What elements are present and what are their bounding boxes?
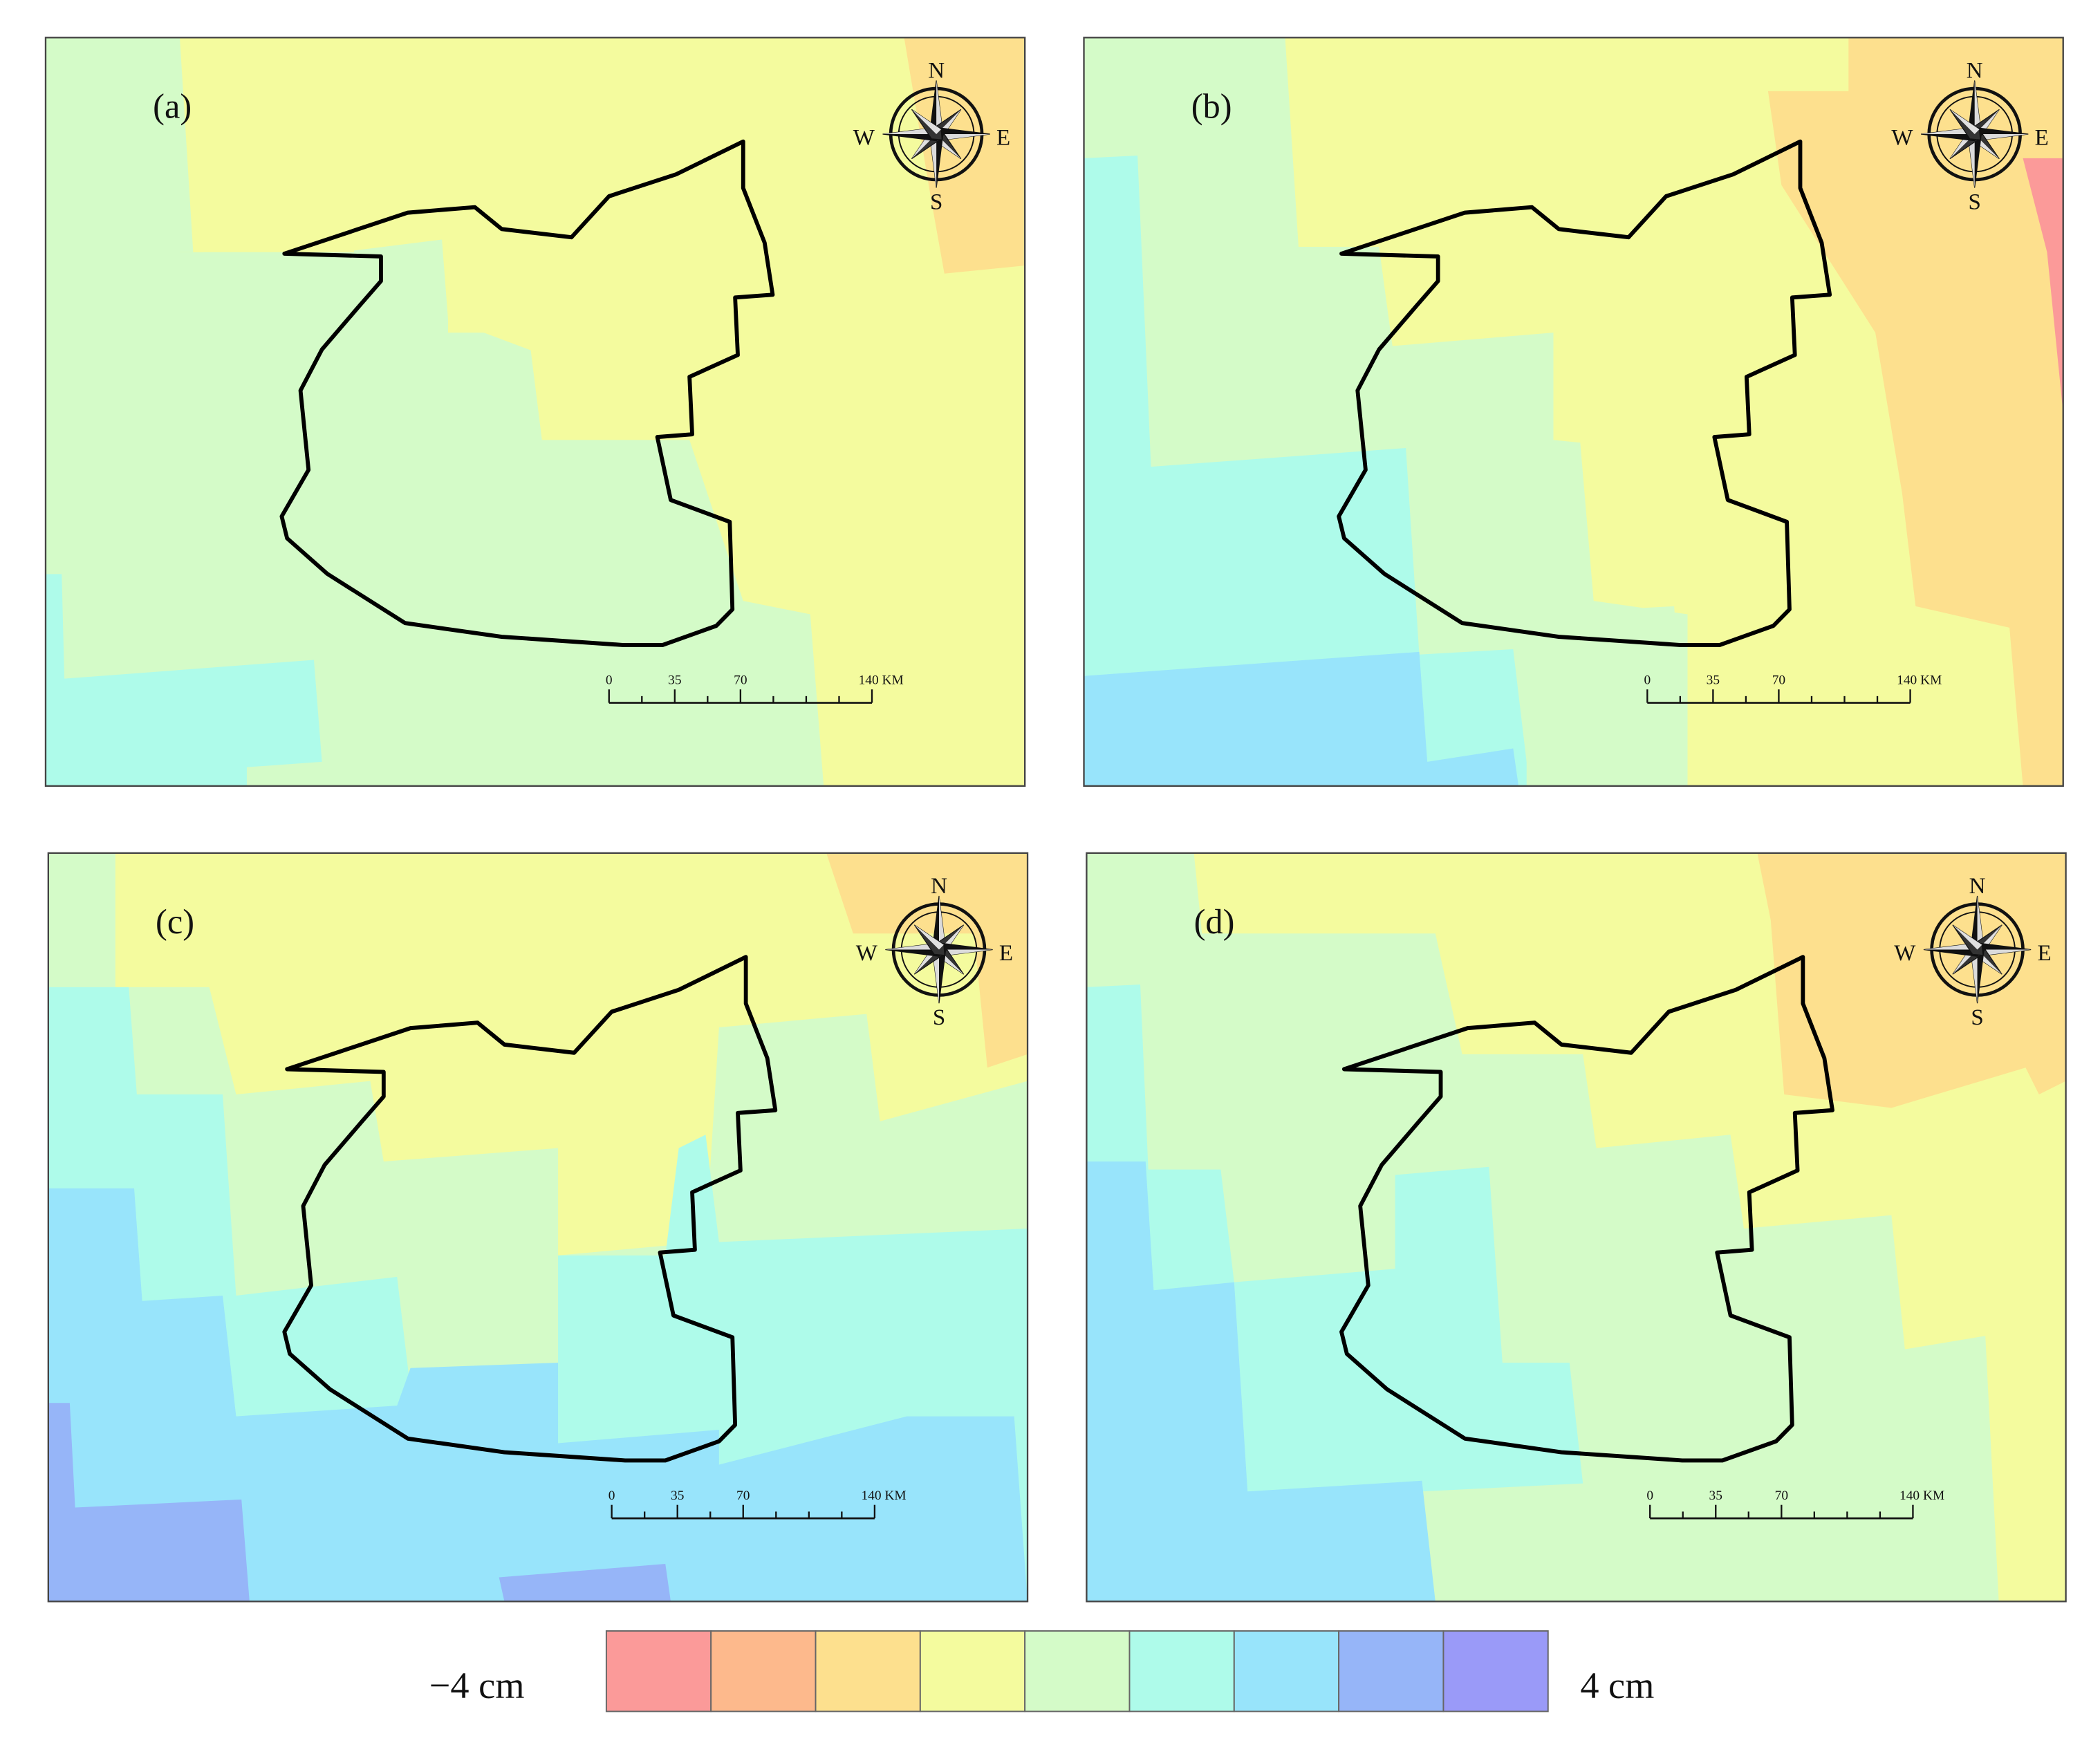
watershed-boundary xyxy=(1337,139,1832,647)
compass-s-label: S xyxy=(1969,190,1981,215)
scale-bar: 0 35 70 140 KM xyxy=(608,1489,907,1520)
legend-max-label: 4 cm xyxy=(1580,1665,1654,1706)
scale-tick-label: 70 xyxy=(736,1489,750,1503)
scale-tick-label: 35 xyxy=(1707,673,1720,687)
scale-tick-label: 0 xyxy=(606,673,613,687)
panel-frame xyxy=(44,37,1026,787)
compass-s-label: S xyxy=(930,190,942,215)
compass-rose-icon: N S E W xyxy=(1891,59,2048,215)
raster-block xyxy=(48,1188,1028,1602)
raster-block xyxy=(1526,606,1688,786)
compass-e-label: E xyxy=(2035,126,2049,151)
panel-frame xyxy=(47,852,1029,1603)
watershed-boundary xyxy=(1339,955,1834,1463)
compass-rose-icon: N S E W xyxy=(853,59,1010,215)
panel-label: (c) xyxy=(156,902,194,941)
raster-block xyxy=(179,37,448,252)
legend-swatch xyxy=(919,1630,1026,1713)
scale-tick-label: 140 KM xyxy=(859,673,904,687)
watershed-boundary xyxy=(279,139,775,647)
compass-n-label: N xyxy=(931,874,947,899)
raster-block xyxy=(48,1403,250,1602)
compass-s-label: S xyxy=(1971,1005,1983,1030)
legend-swatch xyxy=(1233,1630,1340,1713)
map-panel-b: (b) N S E W 0 35 70 140 KM xyxy=(1083,37,2064,787)
compass-n-label: N xyxy=(1969,874,1986,899)
scale-tick-label: 70 xyxy=(1772,673,1785,687)
scale-tick-label: 35 xyxy=(668,673,681,687)
scale-tick-label: 140 KM xyxy=(861,1489,906,1503)
raster-layer xyxy=(45,37,1025,786)
raster-layer xyxy=(48,852,1028,1602)
panel-frame xyxy=(1083,37,2064,787)
scale-tick-label: 35 xyxy=(671,1489,684,1503)
compass-e-label: E xyxy=(996,126,1010,151)
panel-label: (d) xyxy=(1194,902,1235,941)
map-panel-a: (a) N S E W 0 35 70 140 KM xyxy=(44,37,1026,787)
raster-block xyxy=(1757,852,2066,1108)
raster-block xyxy=(45,37,194,252)
legend-swatch xyxy=(1442,1630,1549,1713)
raster-layer xyxy=(1086,852,2066,1602)
raster-block xyxy=(1084,156,1688,786)
scale-tick-label: 70 xyxy=(1775,1489,1788,1503)
raster-block xyxy=(45,574,322,786)
scale-bar: 0 35 70 140 KM xyxy=(1646,1489,1944,1520)
compass-n-label: N xyxy=(928,59,945,84)
legend-swatch xyxy=(1338,1630,1444,1713)
compass-rose-icon: N S E W xyxy=(1894,874,2051,1030)
raster-block xyxy=(179,37,1025,786)
compass-w-label: W xyxy=(856,941,878,966)
compass-w-label: W xyxy=(1894,941,1916,966)
compass-n-label: N xyxy=(1967,59,1983,84)
scale-tick-label: 140 KM xyxy=(1899,1489,1944,1503)
compass-rose-icon: N S E W xyxy=(856,874,1013,1030)
scale-bar: 0 35 70 140 KM xyxy=(1644,673,1942,704)
scale-tick-label: 70 xyxy=(734,673,747,687)
legend-swatch xyxy=(605,1630,712,1713)
raster-block xyxy=(1084,651,1519,786)
color-legend: −4 cm 4 cm xyxy=(429,1630,1654,1713)
map-panel-d: (d) N S E W 0 35 70 140 KM xyxy=(1086,852,2067,1603)
scale-tick-label: 0 xyxy=(1644,673,1651,687)
legend-swatch xyxy=(710,1630,817,1713)
raster-block xyxy=(826,852,1028,1068)
raster-block xyxy=(1086,1161,1435,1602)
scale-tick-label: 140 KM xyxy=(1897,673,1942,687)
raster-block xyxy=(1767,37,2063,786)
legend-swatch xyxy=(1024,1630,1131,1713)
compass-w-label: W xyxy=(853,126,875,151)
raster-block xyxy=(499,1564,671,1602)
legend-swatch xyxy=(1128,1630,1235,1713)
raster-layer xyxy=(1084,37,2063,786)
scale-tick-label: 35 xyxy=(1709,1489,1722,1503)
panel-label: (b) xyxy=(1191,87,1232,126)
panel-frame xyxy=(1086,852,2067,1603)
watershed-boundary xyxy=(282,955,778,1463)
scale-bar: 0 35 70 140 KM xyxy=(606,673,904,704)
raster-block xyxy=(2023,158,2063,413)
scale-tick-label: 0 xyxy=(1646,1489,1653,1503)
scale-tick-label: 0 xyxy=(608,1489,615,1503)
legend-swatch xyxy=(815,1630,921,1713)
raster-block xyxy=(421,37,1025,786)
legend-min-label: −4 cm xyxy=(429,1665,525,1706)
compass-e-label: E xyxy=(2037,941,2051,966)
map-panel-c: (c) N S E W 0 35 70 140 KM xyxy=(47,852,1029,1603)
compass-e-label: E xyxy=(999,941,1013,966)
panel-label: (a) xyxy=(153,87,192,126)
compass-w-label: W xyxy=(1891,126,1913,151)
compass-s-label: S xyxy=(933,1005,945,1030)
